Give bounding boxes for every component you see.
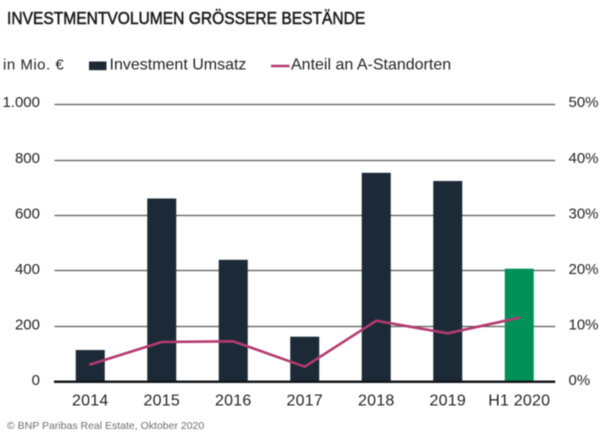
svg-text:© BNP Paribas Real Estate, Okt: © BNP Paribas Real Estate, Oktober 2020	[7, 420, 204, 432]
svg-text:2018: 2018	[358, 392, 394, 409]
svg-text:10%: 10%	[569, 317, 599, 334]
svg-text:2016: 2016	[215, 392, 251, 409]
svg-text:in Mio. €: in Mio. €	[3, 57, 64, 74]
svg-text:40%: 40%	[569, 150, 599, 167]
svg-text:200: 200	[15, 317, 40, 334]
svg-text:2019: 2019	[430, 392, 466, 409]
svg-text:Anteil an A-Standorten: Anteil an A-Standorten	[291, 57, 451, 74]
svg-text:50%: 50%	[569, 94, 599, 111]
svg-text:Investment Umsatz: Investment Umsatz	[110, 57, 247, 74]
svg-text:400: 400	[15, 261, 40, 278]
svg-text:H1 2020: H1 2020	[488, 392, 550, 409]
svg-text:800: 800	[15, 150, 40, 167]
svg-text:600: 600	[15, 206, 40, 223]
svg-text:1.000: 1.000	[2, 94, 40, 111]
svg-text:0: 0	[32, 372, 40, 389]
svg-text:2017: 2017	[287, 392, 323, 409]
svg-text:20%: 20%	[569, 261, 599, 278]
svg-text:30%: 30%	[569, 206, 599, 223]
svg-text:2014: 2014	[72, 392, 108, 409]
svg-text:0%: 0%	[569, 372, 591, 389]
svg-text:2015: 2015	[144, 392, 180, 409]
svg-text:INVESTMENTVOLUMEN GRÖSSERE BES: INVESTMENTVOLUMEN GRÖSSERE BESTÄNDE	[7, 8, 365, 28]
